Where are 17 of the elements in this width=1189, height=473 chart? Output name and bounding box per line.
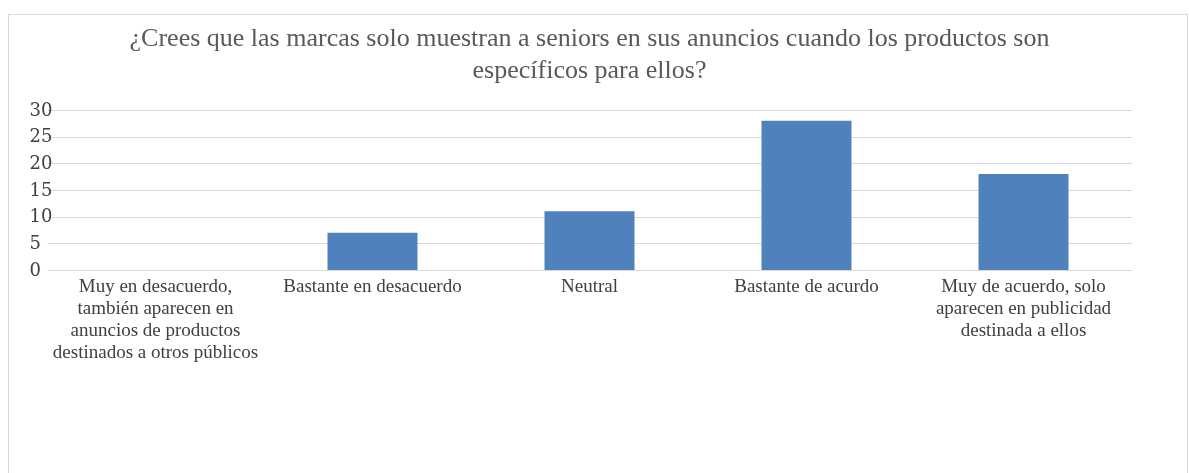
- bar: [327, 232, 418, 270]
- y-tick-label: 0: [29, 258, 41, 280]
- x-tick-label: Bastante en desacuerdo: [283, 274, 462, 296]
- x-tick-label: Muy en desacuerdo, también aparecen en anuncios de productos destinados a otros públicos: [52, 274, 259, 362]
- bar: [978, 174, 1069, 270]
- chart-title: ¿Crees que las marcas solo muestran a seniors en sus anuncios cuando los productos son específicos para ellos?: [129, 23, 1050, 84]
- x-tick-label: Neutral: [561, 274, 618, 296]
- x-tick-label: Muy de acuerdo, solo aparecen en publicidad destinada a ellos: [935, 274, 1112, 340]
- bar: [544, 211, 635, 270]
- y-tick-label: 10: [29, 205, 53, 227]
- bar: [761, 120, 852, 270]
- x-tick-label: Bastante de acurdo: [734, 274, 879, 296]
- y-tick-label: 30: [29, 98, 53, 120]
- y-tick-label: 15: [29, 178, 53, 200]
- y-tick-label: 5: [29, 231, 41, 253]
- y-tick-label: 20: [29, 151, 53, 173]
- y-tick-label: 25: [29, 125, 53, 147]
